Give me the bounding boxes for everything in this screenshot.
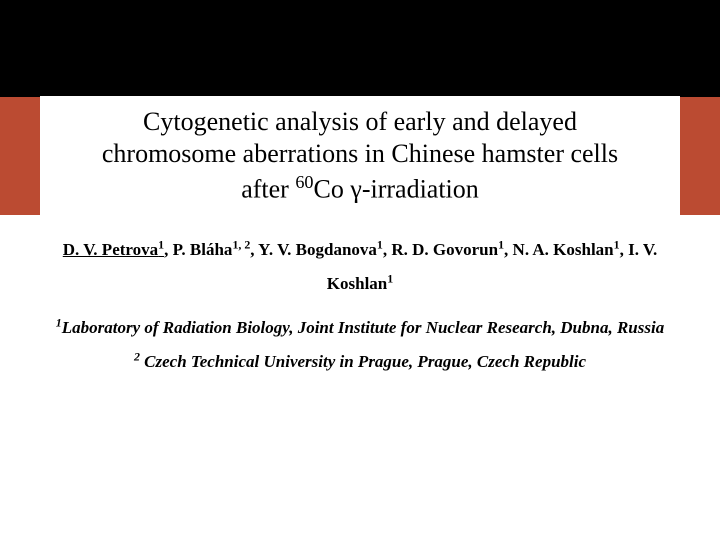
author-4: R. D. Govorun1: [391, 240, 504, 259]
title-box: Cytogenetic analysis of early and delaye…: [40, 96, 680, 216]
title-line-2: chromosome aberrations in Chinese hamste…: [60, 138, 660, 171]
title-line3-suffix: γ-irradiation: [344, 175, 479, 204]
author-3: Y. V. Bogdanova1: [258, 240, 383, 259]
authors-list: D. V. Petrova1, P. Bláha1, 2, Y. V. Bogd…: [0, 215, 720, 301]
author-presenter: D. V. Petrova1: [63, 240, 164, 259]
author-6a: I. V.: [628, 240, 657, 259]
affiliations: 1Laboratory of Radiation Biology, Joint …: [0, 301, 720, 379]
author-2: P. Bláha1, 2: [173, 240, 251, 259]
affiliation-2: 2 Czech Technical University in Prague, …: [28, 345, 692, 379]
title-line3-prefix: after: [241, 175, 295, 204]
title-line-1: Cytogenetic analysis of early and delaye…: [60, 106, 660, 139]
isotope-mass: 60: [295, 172, 313, 192]
author-6b: Koshlan1: [327, 274, 393, 293]
top-black-band: [0, 0, 720, 97]
title-band: Cytogenetic analysis of early and delaye…: [0, 97, 720, 215]
title-line-3: after 60Co γ-irradiation: [60, 171, 660, 206]
title-slide: Cytogenetic analysis of early and delaye…: [0, 0, 720, 540]
affiliation-1: 1Laboratory of Radiation Biology, Joint …: [28, 311, 692, 345]
isotope-symbol: Co: [314, 175, 344, 204]
author-5: N. A. Koshlan1: [513, 240, 620, 259]
